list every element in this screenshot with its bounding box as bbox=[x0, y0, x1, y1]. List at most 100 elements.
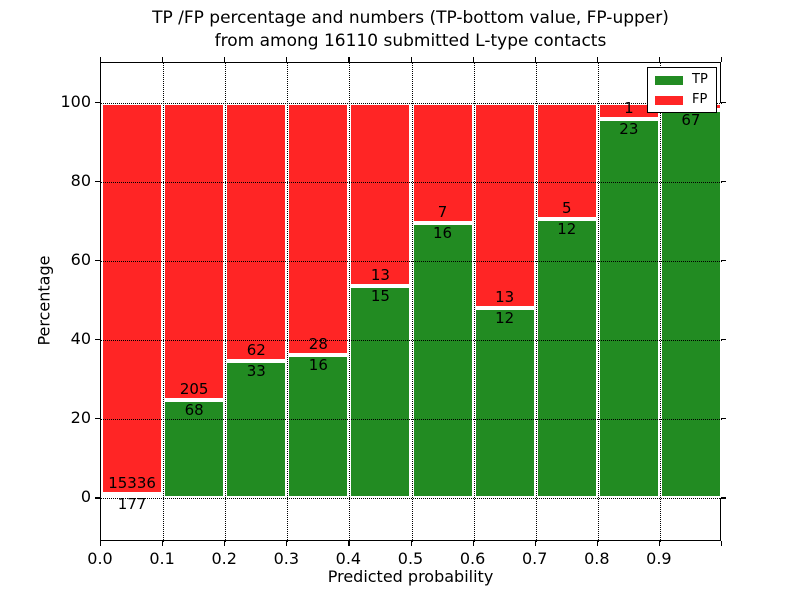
y-tick-mark-right bbox=[721, 180, 726, 182]
bar-fp-segment bbox=[349, 102, 412, 287]
bar-fp-segment bbox=[287, 102, 350, 355]
x-tick-mark bbox=[721, 541, 723, 546]
y-tick-mark bbox=[95, 418, 100, 420]
x-tick-mark bbox=[286, 541, 288, 546]
legend-label-fp: FP bbox=[692, 92, 708, 107]
legend-swatch-tp bbox=[655, 75, 683, 85]
legend-swatch-fp bbox=[655, 95, 683, 105]
y-tick-mark bbox=[95, 180, 100, 182]
bar-fp-count-label: 13 bbox=[370, 266, 390, 285]
x-tick-label: 0.8 bbox=[584, 549, 610, 568]
bar-tp-count-label: 68 bbox=[184, 400, 204, 419]
x-tick-label: 0.1 bbox=[149, 549, 175, 568]
bar-fp-count-label: 1 bbox=[624, 99, 634, 118]
x-tick-mark-top bbox=[162, 57, 164, 62]
bar-tp-segment bbox=[411, 223, 474, 499]
y-tick-mark bbox=[95, 101, 100, 103]
bar-tp-segment bbox=[473, 308, 536, 499]
x-tick-mark-top bbox=[658, 57, 661, 62]
plot-area: TP FP 15336 177 205 68 62 33 28 16 13 15 7 16 13 12 5 1… bbox=[100, 62, 722, 542]
x-tick-mark-top bbox=[410, 57, 412, 62]
x-tick-mark-top bbox=[286, 57, 288, 62]
x-tick-mark bbox=[410, 541, 412, 546]
v-gridline bbox=[287, 63, 289, 542]
legend-entry-fp: FP bbox=[655, 93, 708, 107]
bar-fp-segment bbox=[225, 102, 288, 361]
x-tick-label: 0.3 bbox=[273, 549, 300, 568]
legend-label-tp: TP bbox=[692, 72, 708, 87]
bar-fp-segment bbox=[411, 102, 474, 224]
bar-fp-count-label: 15336 bbox=[108, 473, 156, 492]
x-tick-label: 0.4 bbox=[335, 549, 362, 568]
x-tick-mark-top bbox=[348, 57, 350, 62]
bar-tp-count-label: 67 bbox=[681, 110, 701, 129]
x-tick-label: 0.0 bbox=[87, 549, 113, 568]
bar-fp-segment bbox=[101, 102, 164, 494]
x-tick-mark bbox=[596, 541, 598, 546]
x-tick-label: 0.2 bbox=[211, 549, 237, 568]
x-tick-mark-top bbox=[100, 57, 102, 62]
x-tick-mark bbox=[348, 541, 350, 546]
y-tick-label: 0 bbox=[80, 487, 91, 507]
x-tick-mark bbox=[534, 541, 536, 546]
x-tick-mark-top bbox=[472, 57, 474, 62]
x-tick-mark bbox=[224, 541, 226, 546]
chart-title: TP /FP percentage and numbers (TP-bottom… bbox=[100, 7, 721, 53]
bar-tp-segment bbox=[535, 219, 598, 499]
bar-tp-count-label: 15 bbox=[370, 287, 390, 306]
bar-tp-segment bbox=[659, 109, 722, 499]
bar-tp-segment bbox=[101, 493, 164, 499]
v-gridline bbox=[163, 63, 165, 542]
y-tick-label: 20 bbox=[70, 408, 91, 428]
x-tick-mark bbox=[162, 541, 164, 546]
bar-fp-count-label: 13 bbox=[495, 288, 515, 307]
y-tick-label: 80 bbox=[70, 170, 91, 190]
x-tick-label: 0.6 bbox=[459, 549, 486, 568]
x-tick-mark-top bbox=[534, 57, 536, 62]
bar-fp-count-label: 5 bbox=[561, 199, 572, 217]
x-tick-label: 0.7 bbox=[521, 549, 548, 568]
y-tick-mark-right bbox=[721, 497, 726, 499]
y-tick-label: 40 bbox=[70, 329, 91, 349]
y-tick-mark bbox=[95, 259, 100, 262]
y-tick-mark-right bbox=[721, 339, 726, 341]
bar-tp-segment bbox=[225, 360, 288, 499]
bar-fp-count-label: 205 bbox=[179, 379, 209, 398]
x-tick-mark-top bbox=[596, 57, 598, 62]
v-gridline bbox=[349, 63, 351, 542]
legend-entry-tp: TP bbox=[655, 73, 708, 87]
v-gridline bbox=[597, 63, 599, 542]
v-gridline bbox=[535, 63, 537, 542]
x-tick-mark-top bbox=[721, 57, 723, 62]
y-tick-label: 100 bbox=[60, 91, 91, 111]
bar-tp-segment bbox=[163, 399, 226, 499]
bar-tp-segment bbox=[597, 119, 660, 499]
bar-tp-count-label: 177 bbox=[117, 494, 147, 513]
bar-tp-count-label: 12 bbox=[495, 309, 515, 328]
y-tick-mark-right bbox=[721, 101, 726, 103]
y-tick-mark-right bbox=[721, 259, 726, 262]
bar-fp-segment bbox=[163, 102, 226, 400]
chart-title-line2: from among 16110 submitted L-type contac… bbox=[214, 31, 607, 51]
y-tick-label: 60 bbox=[70, 249, 91, 269]
v-gridline bbox=[411, 63, 413, 542]
x-tick-mark bbox=[472, 541, 474, 546]
x-tick-mark bbox=[100, 541, 102, 546]
bar-fp-count-label: 28 bbox=[308, 334, 328, 353]
v-gridline bbox=[473, 63, 475, 542]
bar-tp-count-label: 16 bbox=[308, 355, 328, 374]
y-tick-mark bbox=[95, 497, 100, 499]
x-tick-mark bbox=[658, 541, 661, 546]
bar-tp-segment bbox=[287, 354, 350, 499]
bar-fp-segment bbox=[473, 102, 536, 309]
bar-tp-count-label: 12 bbox=[557, 220, 577, 238]
v-gridline bbox=[225, 63, 227, 542]
bar-fp-count-label: 7 bbox=[437, 203, 448, 222]
y-tick-mark bbox=[95, 339, 100, 341]
x-axis-label: Predicted probability bbox=[327, 567, 494, 586]
bar-tp-count-label: 33 bbox=[246, 361, 266, 380]
bar-fp-count-label: 62 bbox=[246, 340, 266, 359]
bar-tp-segment bbox=[349, 286, 412, 499]
x-tick-label: 0.9 bbox=[646, 549, 672, 568]
